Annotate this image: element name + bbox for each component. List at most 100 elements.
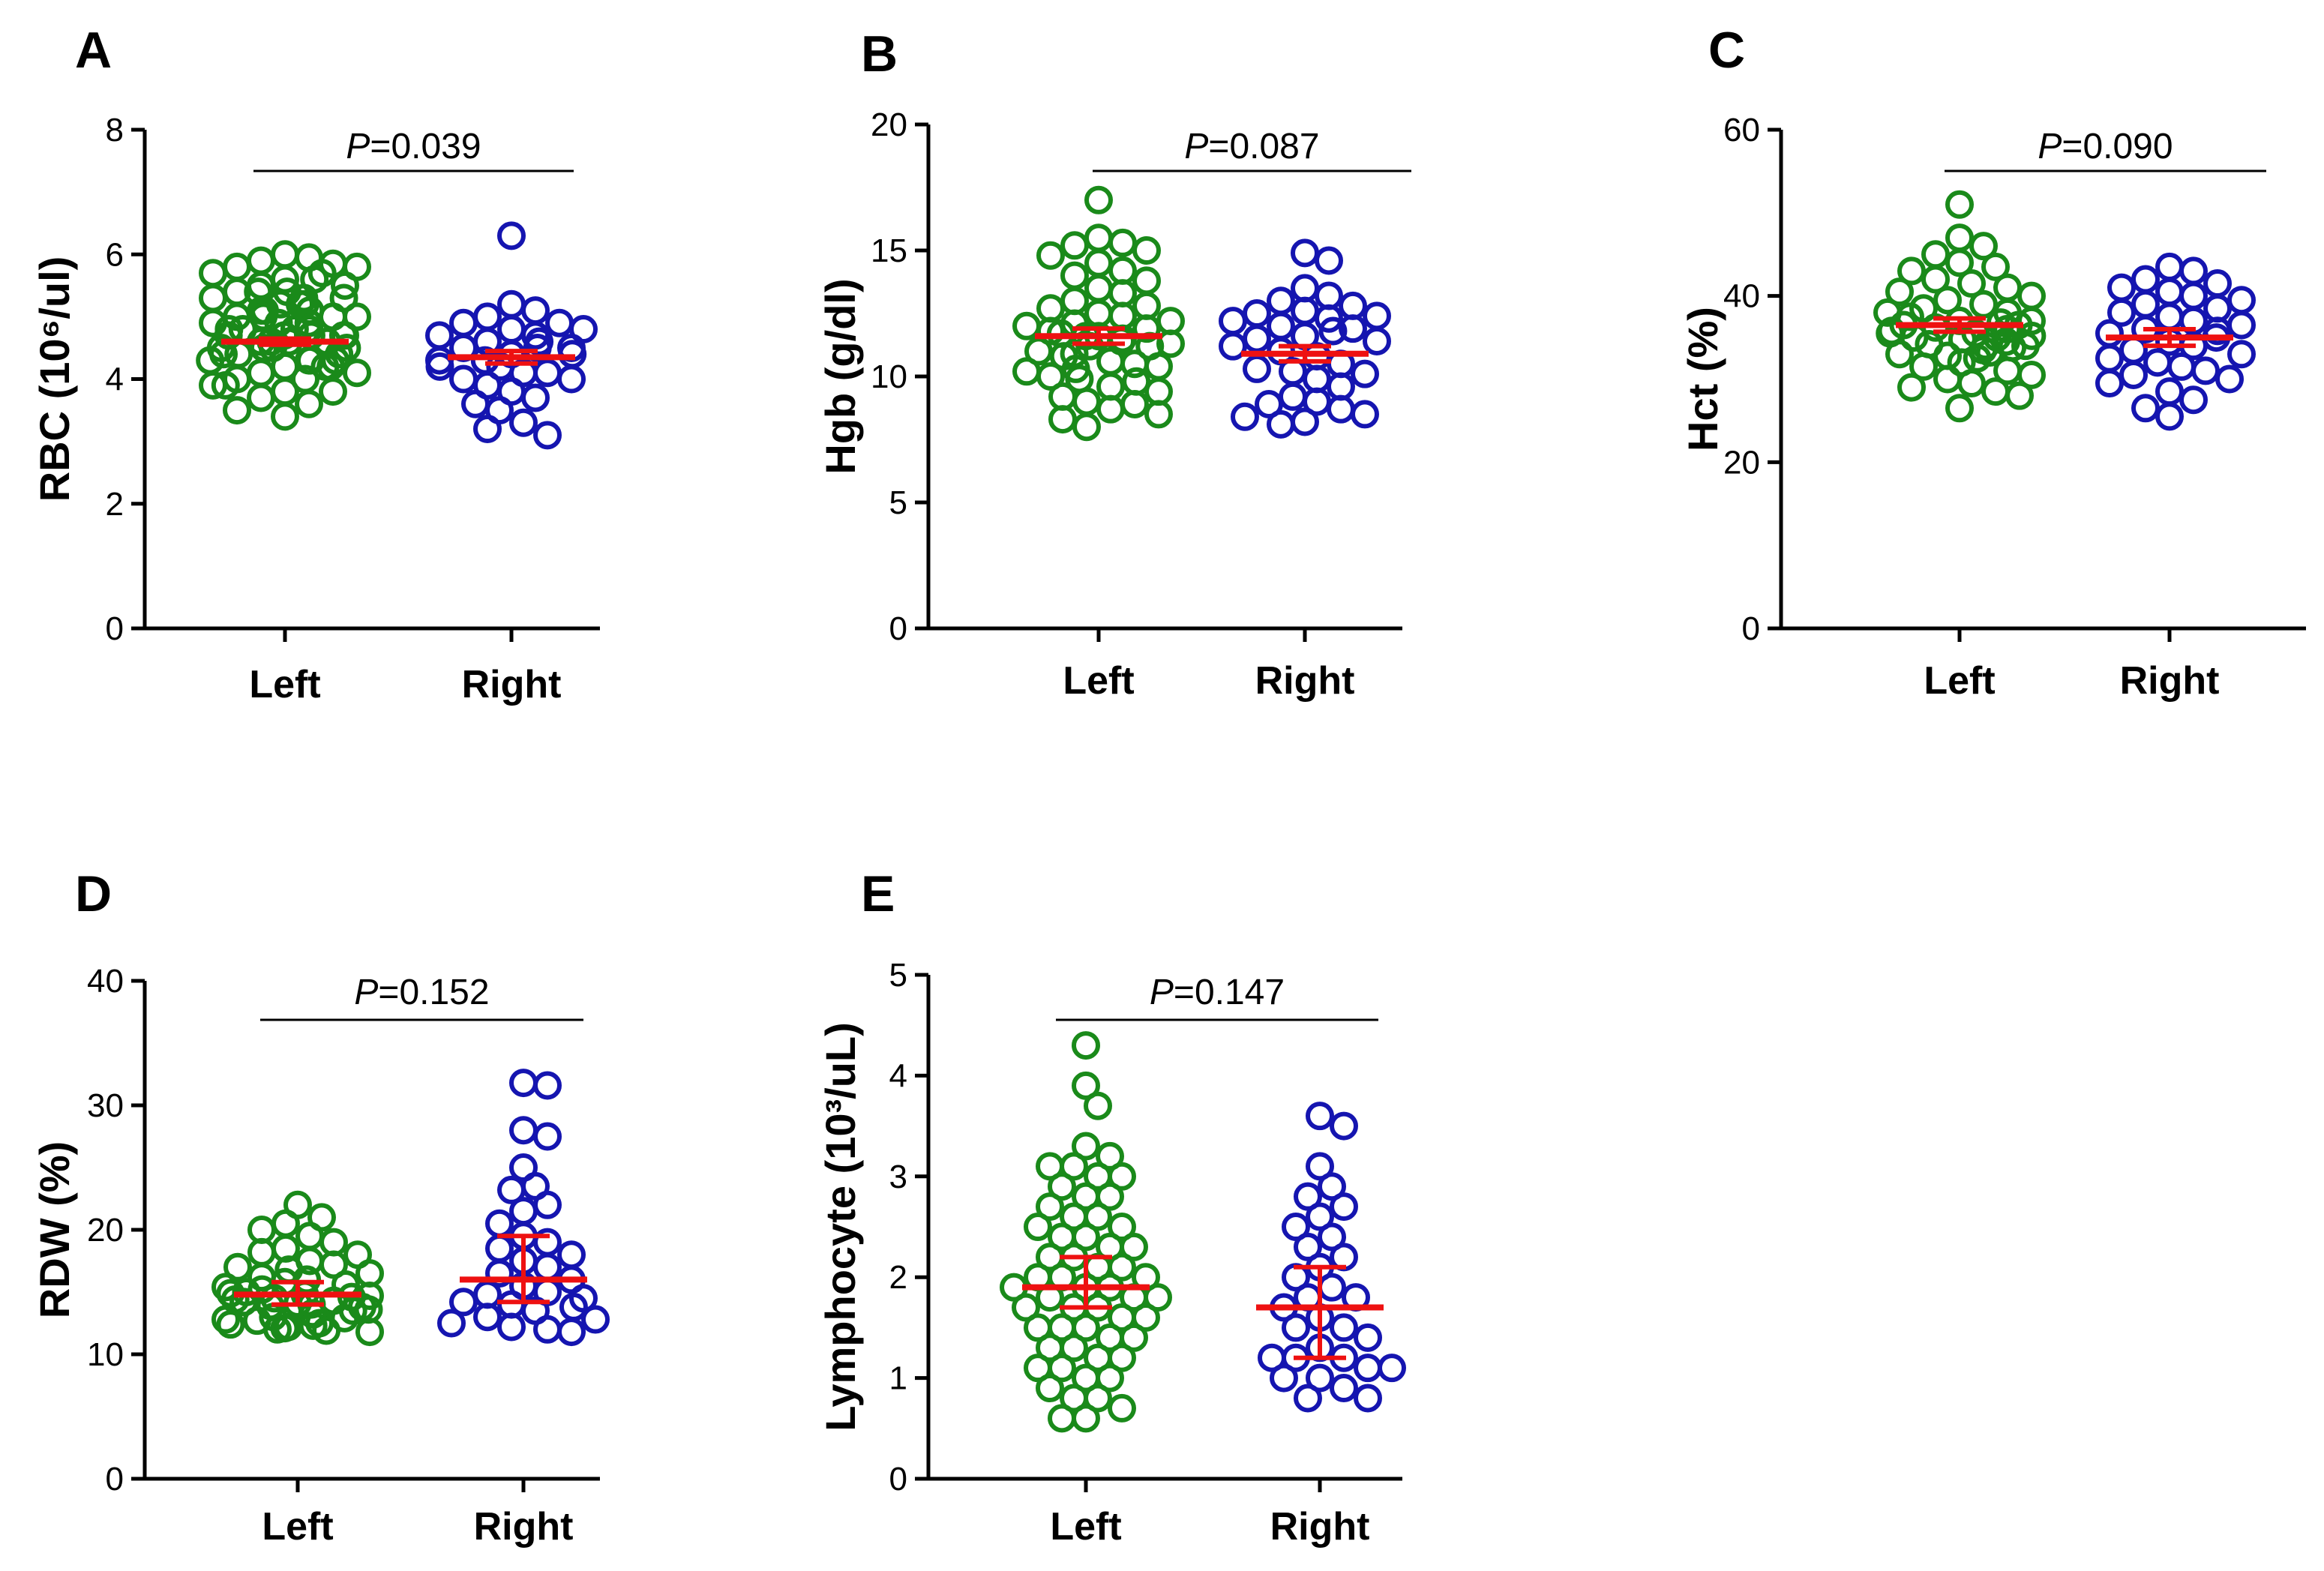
data-point-left bbox=[1099, 397, 1123, 421]
data-point-right bbox=[1293, 409, 1317, 433]
p-value-label: P=0.087 bbox=[1184, 127, 1319, 166]
y-tick-label: 8 bbox=[106, 112, 124, 148]
x-tick-label: Left bbox=[1924, 659, 1995, 703]
panel-letter: D bbox=[75, 865, 112, 922]
y-tick-label: 0 bbox=[889, 1461, 907, 1498]
data-point-right bbox=[463, 392, 487, 416]
data-point-left bbox=[1924, 242, 1948, 266]
data-point-left bbox=[1099, 349, 1123, 373]
x-tick-label: Left bbox=[1050, 1505, 1121, 1549]
data-point-left bbox=[2020, 284, 2044, 308]
data-point-right bbox=[535, 423, 559, 447]
data-point-right bbox=[2158, 404, 2182, 428]
data-point-right bbox=[2158, 304, 2182, 328]
data-point-left bbox=[249, 249, 273, 273]
data-point-right bbox=[1329, 374, 1353, 398]
data-point-right bbox=[2230, 288, 2254, 312]
data-point-right bbox=[523, 385, 547, 409]
data-point-right bbox=[511, 411, 535, 435]
y-axis-title: Hgb (g/dl) bbox=[817, 278, 864, 474]
data-point-right bbox=[451, 311, 475, 335]
data-point-right bbox=[1281, 385, 1305, 409]
data-point-right bbox=[475, 304, 499, 328]
data-point-left bbox=[1039, 244, 1063, 268]
data-point-left bbox=[1996, 276, 2020, 300]
data-point-left bbox=[1050, 1406, 1074, 1430]
p-value-label: P=0.152 bbox=[354, 973, 489, 1012]
data-point-left bbox=[1948, 396, 1972, 420]
data-point-left bbox=[1147, 355, 1171, 379]
data-point-right bbox=[535, 1318, 559, 1342]
y-axis-title: RDW (%) bbox=[31, 1141, 78, 1318]
y-tick-label: 30 bbox=[87, 1087, 124, 1124]
p-value-number: =0.090 bbox=[2062, 127, 2173, 166]
data-point-right bbox=[1245, 301, 1269, 325]
data-point-right bbox=[1293, 299, 1317, 323]
data-point-left bbox=[249, 385, 273, 409]
data-point-left bbox=[1075, 390, 1099, 414]
y-tick-label: 20 bbox=[1723, 444, 1760, 481]
x-tick-label: Right bbox=[462, 663, 562, 706]
data-point-left bbox=[201, 286, 225, 310]
data-point-left bbox=[1087, 301, 1111, 325]
data-point-right bbox=[451, 367, 475, 391]
panel-letter: A bbox=[75, 22, 112, 79]
data-point-left bbox=[1135, 268, 1159, 292]
data-point-left bbox=[1135, 294, 1159, 318]
data-point-right bbox=[2206, 271, 2230, 295]
y-tick-label: 6 bbox=[106, 236, 124, 273]
panel-letter: B bbox=[861, 25, 898, 82]
data-point-left bbox=[1948, 226, 1972, 250]
data-point-right bbox=[1317, 248, 1341, 272]
figure: A02468Left RightRBC (10⁶/ul)P=0.039B05101… bbox=[0, 0, 2324, 1571]
y-tick-label: 40 bbox=[87, 963, 124, 1000]
data-point-right bbox=[511, 1071, 535, 1095]
data-point-right bbox=[439, 1312, 463, 1336]
y-tick-label: 0 bbox=[1742, 610, 1760, 647]
y-tick-label: 3 bbox=[889, 1159, 907, 1195]
data-point-right bbox=[2122, 338, 2146, 362]
data-point-right bbox=[1317, 283, 1341, 307]
data-point-left bbox=[298, 1224, 322, 1248]
data-point-right bbox=[1380, 1356, 1404, 1380]
data-point-left bbox=[2008, 384, 2032, 408]
data-point-left bbox=[1087, 251, 1111, 275]
y-tick-label: 4 bbox=[889, 1057, 907, 1094]
data-point-right bbox=[535, 1193, 559, 1217]
data-point-right bbox=[1308, 1104, 1332, 1128]
data-point-right bbox=[499, 292, 523, 316]
data-point-right bbox=[2098, 371, 2122, 395]
data-point-right bbox=[2158, 255, 2182, 279]
data-point-right bbox=[475, 417, 499, 441]
panel-d: D010203040Left RightRDW (%)P=0.152 bbox=[31, 865, 607, 1549]
data-point-left bbox=[1038, 1376, 1062, 1400]
data-point-left bbox=[1051, 385, 1075, 409]
y-tick-label: 0 bbox=[106, 610, 124, 647]
x-tick-label: Right bbox=[1270, 1505, 1370, 1549]
p-value-symbol: P bbox=[1150, 973, 1174, 1012]
data-point-right bbox=[1353, 362, 1377, 386]
p-value-symbol: P bbox=[346, 127, 370, 166]
data-point-right bbox=[583, 1308, 607, 1332]
y-tick-label: 60 bbox=[1723, 112, 1760, 148]
data-point-left bbox=[1111, 304, 1135, 328]
panel-letter: C bbox=[1708, 22, 1745, 79]
p-value-symbol: P bbox=[1184, 127, 1208, 166]
p-value-number: =0.087 bbox=[1208, 127, 1319, 166]
data-point-right bbox=[2110, 276, 2134, 300]
y-tick-label: 10 bbox=[87, 1336, 124, 1373]
panel-a: A02468Left RightRBC (10⁶/ul)P=0.039 bbox=[31, 22, 600, 706]
data-point-right bbox=[2182, 388, 2206, 412]
data-point-right bbox=[535, 361, 559, 385]
data-point-left bbox=[1051, 407, 1075, 431]
p-value-label: P=0.147 bbox=[1150, 973, 1285, 1012]
data-point-left bbox=[1147, 402, 1171, 426]
data-point-right bbox=[1356, 1386, 1380, 1410]
data-point-left bbox=[297, 392, 321, 416]
data-point-right bbox=[2218, 367, 2242, 391]
data-point-right bbox=[1332, 1315, 1356, 1339]
y-tick-label: 2 bbox=[106, 486, 124, 523]
data-point-right bbox=[2230, 313, 2254, 337]
data-point-left bbox=[321, 379, 345, 403]
data-point-left bbox=[1039, 296, 1063, 320]
